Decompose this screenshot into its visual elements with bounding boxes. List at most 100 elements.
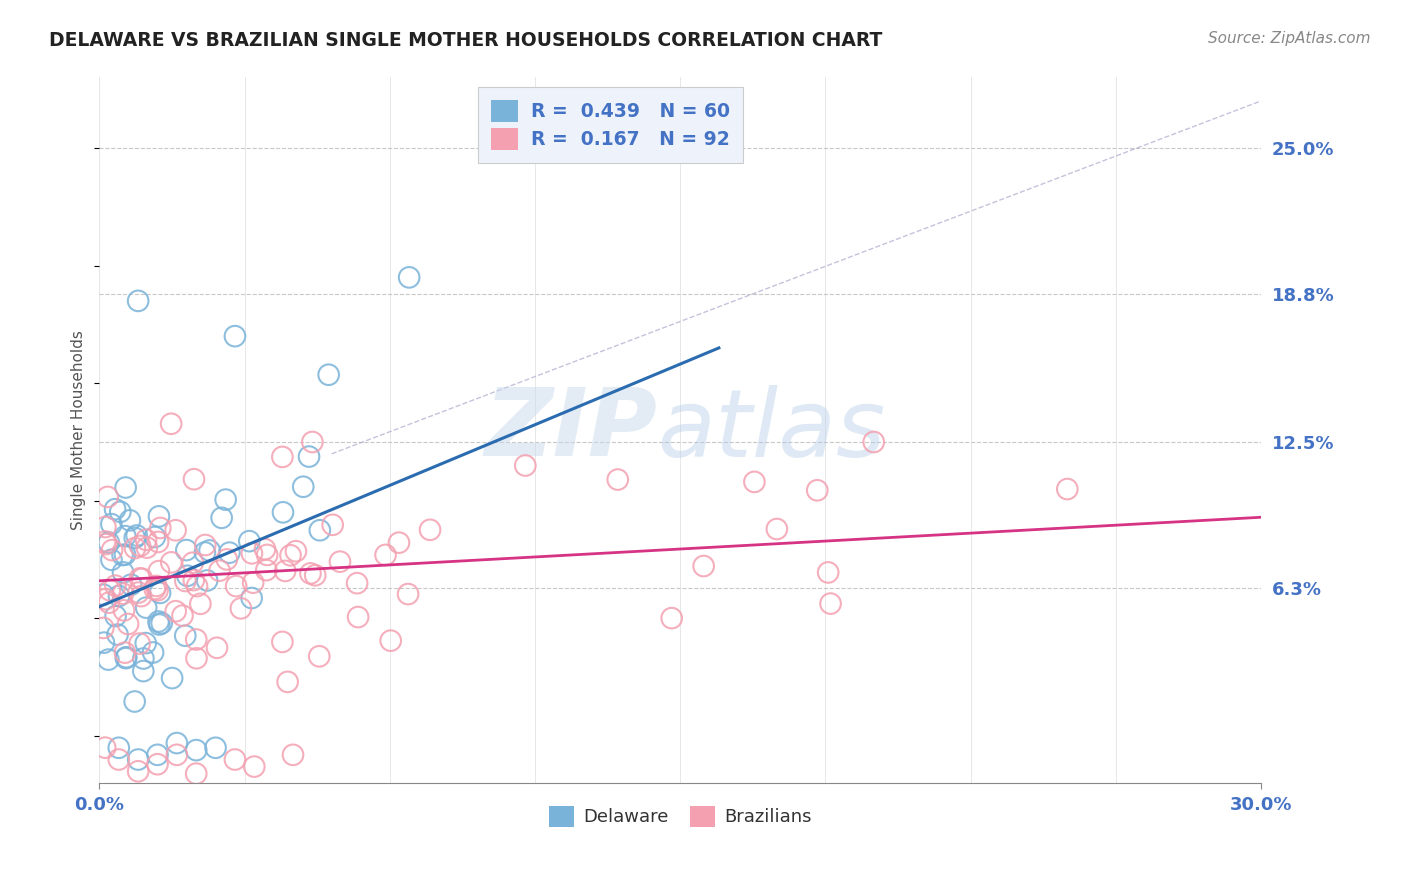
Point bbox=[308, 523, 330, 537]
Point bbox=[240, 591, 263, 605]
Point bbox=[515, 458, 537, 473]
Point bbox=[104, 609, 127, 624]
Point bbox=[181, 556, 204, 570]
Point bbox=[148, 509, 170, 524]
Point bbox=[97, 652, 120, 666]
Point bbox=[271, 505, 294, 519]
Point bbox=[176, 568, 198, 582]
Point bbox=[271, 450, 294, 464]
Point bbox=[135, 636, 157, 650]
Point bbox=[280, 549, 302, 563]
Point bbox=[374, 548, 396, 562]
Point bbox=[292, 480, 315, 494]
Point bbox=[194, 538, 217, 552]
Point bbox=[117, 617, 139, 632]
Legend: Delaware, Brazilians: Delaware, Brazilians bbox=[541, 798, 818, 834]
Point bbox=[98, 583, 121, 598]
Point bbox=[100, 517, 122, 532]
Point bbox=[174, 574, 197, 588]
Point bbox=[329, 555, 352, 569]
Point bbox=[238, 534, 260, 549]
Point bbox=[124, 541, 146, 555]
Point bbox=[131, 572, 153, 586]
Point bbox=[146, 583, 169, 598]
Y-axis label: Single Mother Households: Single Mother Households bbox=[72, 330, 86, 530]
Point bbox=[172, 608, 194, 623]
Point bbox=[240, 546, 263, 560]
Point bbox=[661, 611, 683, 625]
Point bbox=[308, 649, 330, 664]
Point bbox=[124, 694, 146, 708]
Point bbox=[143, 582, 166, 596]
Point bbox=[229, 601, 252, 615]
Point bbox=[194, 545, 217, 559]
Point bbox=[298, 450, 321, 464]
Point bbox=[862, 435, 884, 450]
Point bbox=[107, 752, 129, 766]
Point bbox=[148, 564, 170, 578]
Point bbox=[398, 270, 420, 285]
Point bbox=[166, 736, 188, 750]
Point bbox=[277, 674, 299, 689]
Point bbox=[98, 596, 121, 610]
Point bbox=[94, 740, 117, 755]
Point bbox=[146, 747, 169, 762]
Point bbox=[205, 640, 228, 655]
Point bbox=[253, 542, 276, 557]
Point bbox=[186, 579, 208, 593]
Point bbox=[744, 475, 766, 489]
Point bbox=[281, 747, 304, 762]
Point bbox=[135, 541, 157, 555]
Point bbox=[160, 671, 183, 685]
Point bbox=[380, 633, 402, 648]
Point bbox=[274, 564, 297, 578]
Point bbox=[135, 533, 157, 547]
Point bbox=[91, 621, 114, 635]
Point bbox=[347, 610, 370, 624]
Point bbox=[112, 603, 135, 617]
Point bbox=[118, 513, 141, 527]
Point bbox=[127, 764, 149, 779]
Point bbox=[107, 740, 129, 755]
Point bbox=[183, 573, 205, 587]
Point bbox=[146, 535, 169, 549]
Point bbox=[129, 539, 152, 553]
Point bbox=[242, 575, 264, 590]
Point bbox=[215, 552, 238, 566]
Point bbox=[145, 579, 167, 593]
Point bbox=[396, 587, 419, 601]
Point bbox=[224, 752, 246, 766]
Point bbox=[692, 559, 714, 574]
Point bbox=[183, 472, 205, 486]
Point bbox=[111, 587, 134, 601]
Point bbox=[93, 635, 115, 649]
Point bbox=[186, 766, 208, 780]
Point bbox=[115, 650, 138, 665]
Point bbox=[176, 543, 198, 558]
Point bbox=[284, 544, 307, 558]
Point bbox=[211, 511, 233, 525]
Point bbox=[1056, 482, 1078, 496]
Point bbox=[301, 435, 323, 450]
Point bbox=[271, 635, 294, 649]
Point bbox=[128, 636, 150, 650]
Point bbox=[114, 548, 136, 562]
Text: ZIP: ZIP bbox=[484, 384, 657, 476]
Point bbox=[100, 553, 122, 567]
Point bbox=[127, 585, 149, 599]
Point bbox=[166, 747, 188, 762]
Point bbox=[129, 589, 152, 603]
Point bbox=[107, 627, 129, 641]
Point bbox=[817, 566, 839, 580]
Text: atlas: atlas bbox=[657, 384, 886, 475]
Point bbox=[104, 502, 127, 516]
Point bbox=[190, 597, 212, 611]
Point bbox=[132, 651, 155, 665]
Point bbox=[127, 293, 149, 308]
Point bbox=[214, 492, 236, 507]
Point bbox=[143, 530, 166, 544]
Point bbox=[132, 664, 155, 678]
Point bbox=[127, 752, 149, 766]
Point bbox=[149, 586, 172, 600]
Point bbox=[115, 651, 138, 665]
